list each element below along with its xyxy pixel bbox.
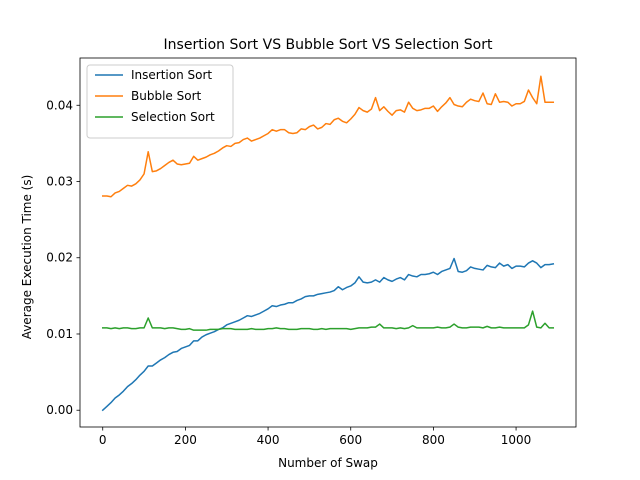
x-axis-label: Number of Swap	[278, 456, 378, 470]
plot-frame	[79, 57, 577, 428]
legend-label-insertion-sort: Insertion Sort	[131, 68, 212, 82]
x-tick-label: 400	[257, 433, 280, 447]
y-tick-label: 0.00	[46, 403, 73, 417]
x-tick-label: 1000	[501, 433, 532, 447]
legend-label-selection-sort: Selection Sort	[131, 110, 215, 124]
legend-box	[86, 64, 234, 139]
y-tick-label: 0.04	[46, 98, 73, 112]
x-tick-label: 200	[174, 433, 197, 447]
x-tick-label: 0	[99, 433, 107, 447]
legend: Insertion Sort Bubble Sort Selection Sort	[86, 64, 234, 139]
chart-title: Insertion Sort VS Bubble Sort VS Selecti…	[164, 37, 493, 53]
x-tick-label: 600	[339, 433, 362, 447]
y-axis: 0.00 0.01 0.02 0.03 0.04	[46, 98, 80, 417]
plot-area	[79, 57, 577, 428]
series-line-selection-sort	[101, 310, 555, 331]
series-line-insertion-sort	[101, 257, 555, 412]
series-lines	[101, 75, 555, 412]
x-tick-label: 800	[422, 433, 445, 447]
y-axis-label: Average Execution Time (s)	[20, 175, 34, 340]
series-line-bubble-sort	[101, 75, 555, 198]
x-axis: 0 200 400 600 800 1000	[99, 427, 531, 447]
y-tick-label: 0.03	[46, 175, 73, 189]
y-tick-label: 0.02	[46, 251, 73, 265]
y-tick-label: 0.01	[46, 327, 73, 341]
legend-label-bubble-sort: Bubble Sort	[131, 89, 201, 103]
